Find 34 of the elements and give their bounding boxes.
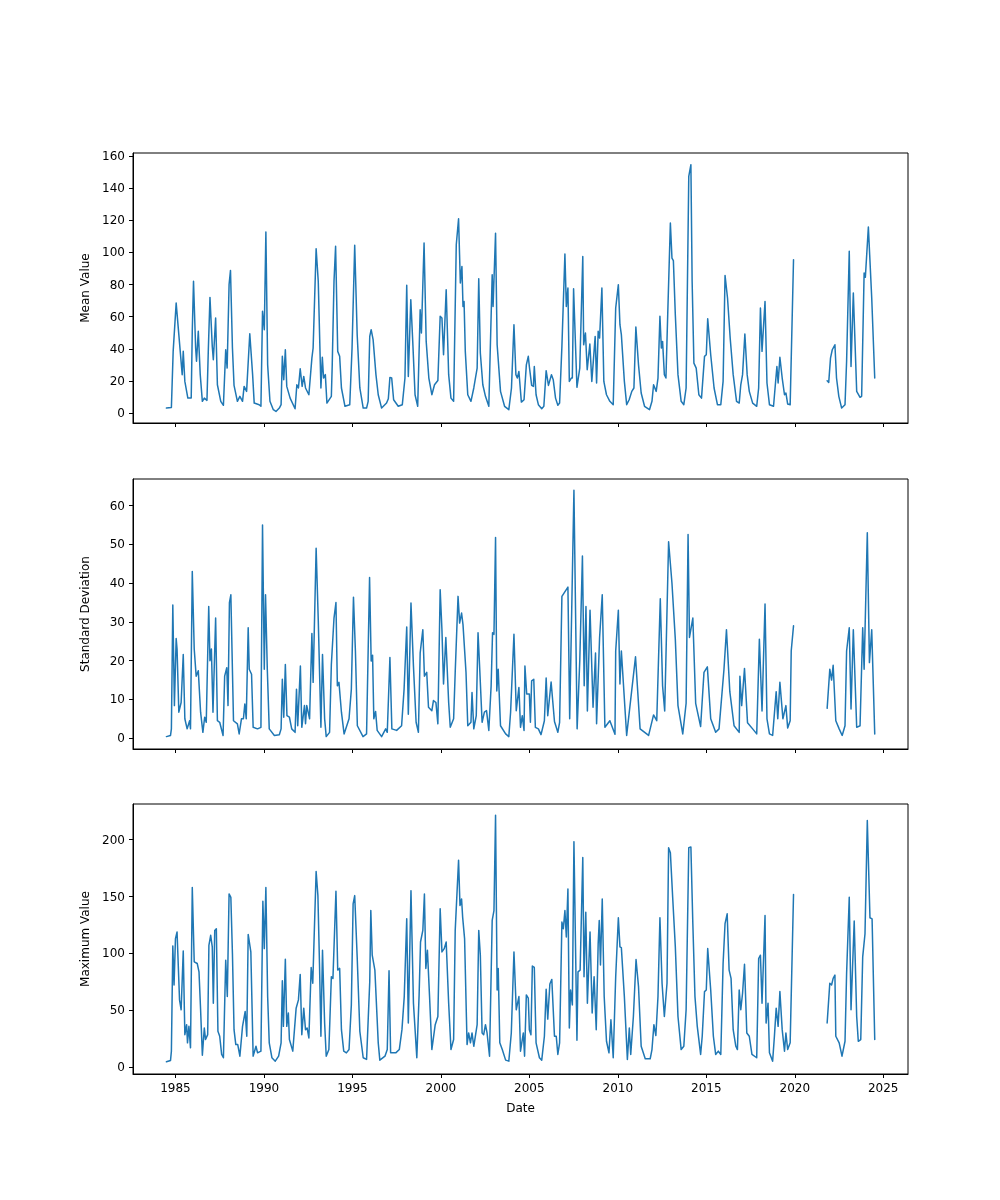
y-tick-label: 10 xyxy=(109,691,125,706)
x-tick-label: 1985 xyxy=(160,1081,191,1095)
y-tick-label: 50 xyxy=(109,536,125,551)
x-tick-label: 1995 xyxy=(337,1081,368,1095)
x-tick-label: 2005 xyxy=(514,1081,545,1095)
y-tick-label: 50 xyxy=(109,1003,125,1018)
y-tick-label: 100 xyxy=(102,946,125,961)
y-tick-label: 0 xyxy=(117,1060,125,1075)
y-tick-label: 60 xyxy=(109,498,125,513)
y-tick-label: 60 xyxy=(109,309,125,324)
y-tick-label: 40 xyxy=(109,341,125,356)
y-tick-label: 200 xyxy=(102,832,125,847)
y-axis-title: Maximum Value xyxy=(78,891,92,987)
y-tick-label: 100 xyxy=(102,245,125,260)
y-tick-label: 20 xyxy=(109,653,125,668)
y-axis-title: Mean Value xyxy=(78,253,92,323)
y-tick-label: 40 xyxy=(109,575,125,590)
y-tick-label: 140 xyxy=(102,181,125,196)
x-tick-label: 2015 xyxy=(691,1081,722,1095)
x-axis-title: Date xyxy=(506,1101,535,1115)
y-tick-label: 80 xyxy=(109,277,125,292)
y-tick-label: 0 xyxy=(117,730,125,745)
x-tick-label: 1990 xyxy=(248,1081,280,1095)
x-tick-label: 2000 xyxy=(425,1081,457,1095)
x-tick-label: 2020 xyxy=(779,1081,811,1095)
y-tick-label: 30 xyxy=(109,614,125,629)
y-tick-label: 120 xyxy=(102,213,125,228)
y-tick-label: 0 xyxy=(117,406,125,421)
y-tick-label: 150 xyxy=(102,889,125,904)
y-tick-label: 20 xyxy=(109,373,125,388)
y-tick-label: 160 xyxy=(102,149,125,164)
x-tick-label: 2025 xyxy=(867,1081,899,1095)
y-axis-title: Standard Deviation xyxy=(78,555,92,672)
x-tick-label: 2010 xyxy=(602,1081,634,1095)
